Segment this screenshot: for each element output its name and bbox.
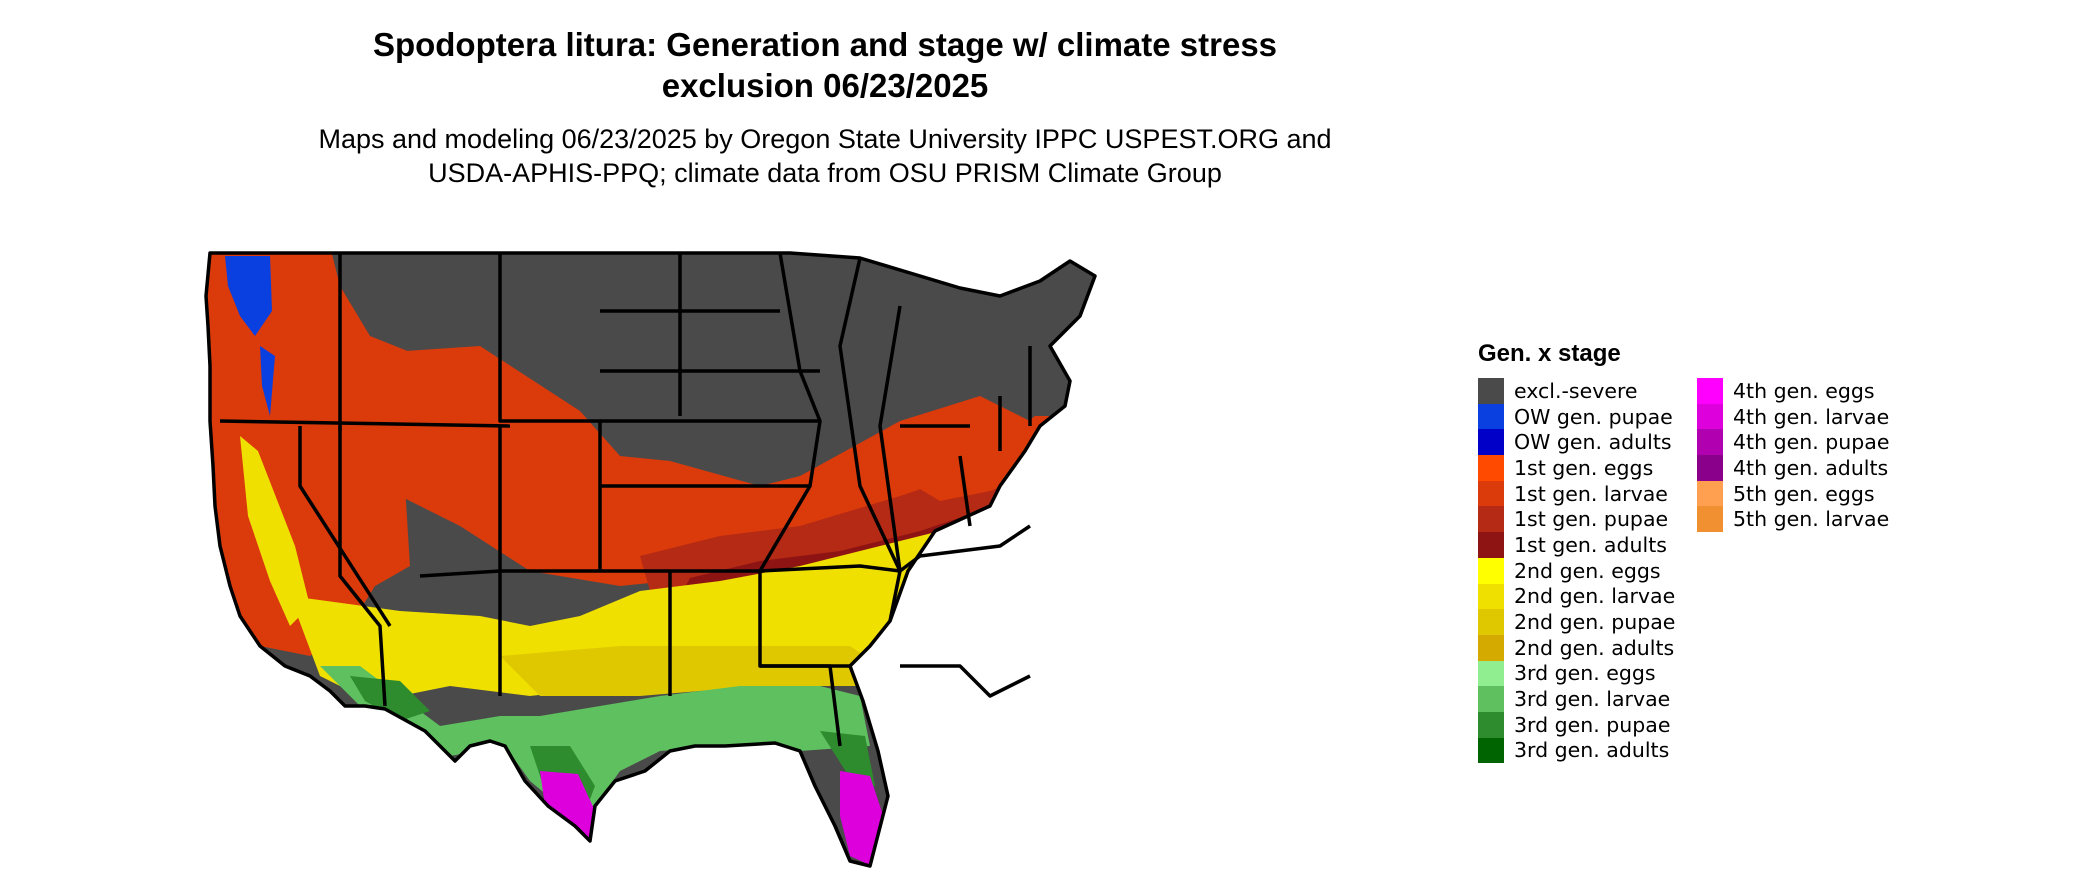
legend-swatch <box>1697 480 1723 507</box>
legend-swatch <box>1697 429 1723 456</box>
us-phenology-map <box>204 251 1097 868</box>
legend-item: 1st gen. eggs <box>1478 455 1697 481</box>
legend-label: 1st gen. adults <box>1514 532 1667 557</box>
legend-label: 3rd gen. adults <box>1514 738 1670 763</box>
subtitle-line-2: USDA-APHIS-PPQ; climate data from OSU PR… <box>428 158 1222 188</box>
legend-swatch <box>1478 634 1504 661</box>
legend-label: 1st gen. larvae <box>1514 481 1668 506</box>
legend-label: OW gen. pupae <box>1514 404 1673 429</box>
legend-item: 2nd gen. larvae <box>1478 583 1697 610</box>
legend-swatch <box>1478 609 1504 635</box>
legend-item: 3rd gen. eggs <box>1478 660 1697 687</box>
legend-item: excl.-severe <box>1478 378 1697 404</box>
legend-label: OW gen. adults <box>1514 430 1672 455</box>
legend-item: 3rd gen. adults <box>1478 737 1697 764</box>
legend-label: 2nd gen. adults <box>1514 635 1675 660</box>
legend-item: 1st gen. larvae <box>1478 480 1697 507</box>
legend-item: 2nd gen. adults <box>1478 634 1697 661</box>
legend-swatch <box>1478 557 1504 584</box>
legend-swatch <box>1478 429 1504 456</box>
legend-item: 4th gen. adults <box>1697 455 1916 481</box>
legend-label: 4th gen. eggs <box>1733 378 1875 403</box>
legend-label: 2nd gen. eggs <box>1514 558 1661 583</box>
legend-swatch <box>1478 737 1504 764</box>
legend-swatch <box>1478 378 1504 404</box>
subtitle-line-1: Maps and modeling 06/23/2025 by Oregon S… <box>318 124 1332 154</box>
legend-item: 1st gen. adults <box>1478 532 1697 558</box>
legend-item: 4th gen. eggs <box>1697 378 1916 404</box>
legend-label: 3rd gen. eggs <box>1514 661 1656 686</box>
legend-swatch <box>1478 711 1504 738</box>
legend-item: 4th gen. pupae <box>1697 429 1916 456</box>
legend-swatch <box>1478 455 1504 481</box>
legend-item: 5th gen. eggs <box>1697 480 1916 507</box>
legend-label: 4th gen. pupae <box>1733 430 1890 455</box>
legend-label: excl.-severe <box>1514 378 1638 403</box>
title-line-2: exclusion 06/23/2025 <box>661 67 989 104</box>
title-line-1: Spodoptera litura: Generation and stage … <box>372 26 1278 63</box>
legend-column-1: excl.-severe OW gen. pupae OW gen. adult… <box>1478 378 1697 764</box>
legend-item: OW gen. adults <box>1478 429 1697 456</box>
legend-label: 5th gen. eggs <box>1733 481 1875 506</box>
legend-item: 3rd gen. pupae <box>1478 711 1697 738</box>
legend-item: 1st gen. pupae <box>1478 506 1697 533</box>
legend-item: 3rd gen. larvae <box>1478 686 1697 712</box>
legend-swatch <box>1697 403 1723 430</box>
legend-column-2: 4th gen. eggs 4th gen. larvae 4th gen. p… <box>1697 378 1916 763</box>
map-title: Spodoptera litura: Generation and stage … <box>300 24 1350 106</box>
legend-item: 5th gen. larvae <box>1697 506 1916 533</box>
legend-label: 2nd gen. pupae <box>1514 610 1676 635</box>
legend-swatch <box>1478 480 1504 507</box>
legend-swatch <box>1697 378 1723 404</box>
legend-swatch <box>1478 583 1504 610</box>
phenology-fill <box>206 253 1095 866</box>
legend-label: 4th gen. larvae <box>1733 404 1890 429</box>
legend-swatch <box>1478 686 1504 712</box>
legend-item: OW gen. pupae <box>1478 403 1697 430</box>
legend-label: 1st gen. eggs <box>1514 455 1654 480</box>
legend-swatch <box>1478 403 1504 430</box>
legend-label: 3rd gen. larvae <box>1514 687 1671 712</box>
legend-swatch <box>1478 660 1504 687</box>
legend-label: 2nd gen. larvae <box>1514 584 1676 609</box>
legend-swatch <box>1697 506 1723 533</box>
legend: Gen. x stage excl.-severe OW gen. pupae … <box>1478 340 1998 764</box>
legend-label: 1st gen. pupae <box>1514 507 1669 532</box>
legend-swatch <box>1697 455 1723 481</box>
state-borders <box>204 251 1097 868</box>
legend-swatch <box>1478 532 1504 558</box>
legend-item: 4th gen. larvae <box>1697 403 1916 430</box>
map-subtitle: Maps and modeling 06/23/2025 by Oregon S… <box>300 122 1350 190</box>
legend-item: 2nd gen. eggs <box>1478 557 1697 584</box>
legend-label: 5th gen. larvae <box>1733 507 1890 532</box>
legend-swatch <box>1478 506 1504 533</box>
legend-label: 3rd gen. pupae <box>1514 712 1671 737</box>
legend-item: 2nd gen. pupae <box>1478 609 1697 635</box>
legend-label: 4th gen. adults <box>1733 455 1889 480</box>
legend-title: Gen. x stage <box>1478 340 1621 367</box>
